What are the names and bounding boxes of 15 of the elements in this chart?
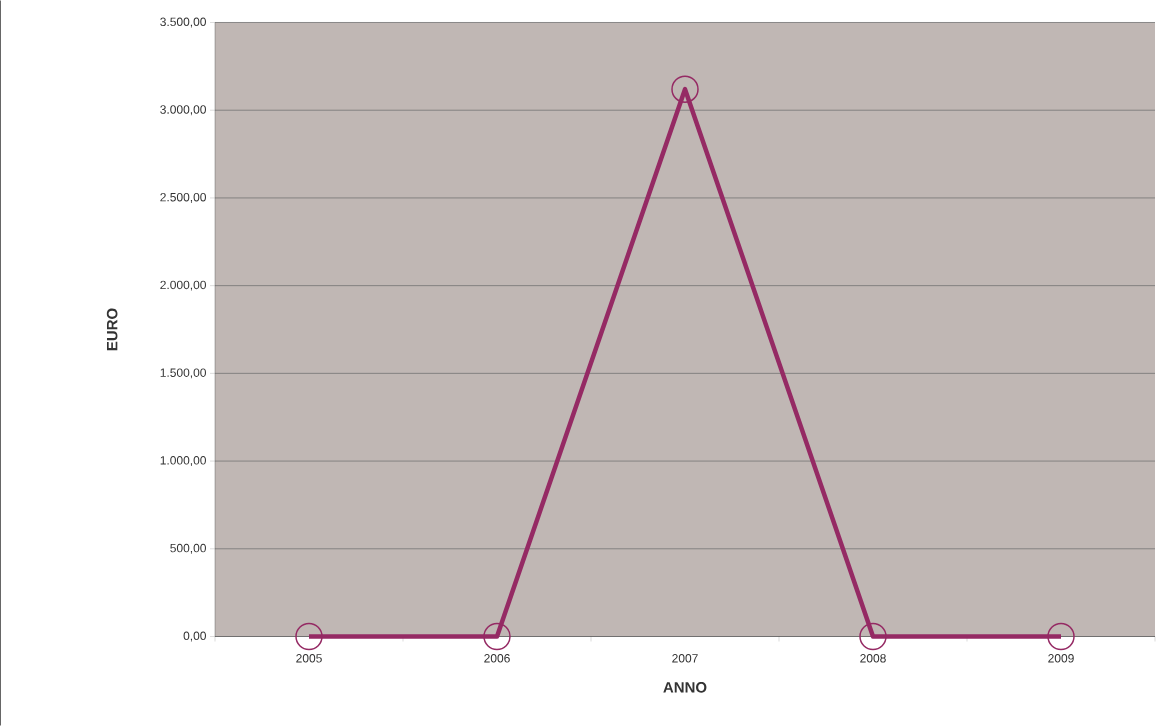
y-tick-label: 2.500,00 xyxy=(160,192,206,203)
x-tick-label: 2006 xyxy=(484,654,510,663)
y-tick-label: 1.500,00 xyxy=(160,368,206,379)
x-tick-label: 2007 xyxy=(672,654,698,663)
x-tick-label: 2009 xyxy=(1048,654,1074,663)
y-tick-label: 500,00 xyxy=(170,543,206,554)
y-tick-label: 3.500,00 xyxy=(160,17,206,28)
y-tick-label: 3.000,00 xyxy=(160,105,206,116)
x-tick-label: 2008 xyxy=(860,654,886,663)
x-tick-label: 2005 xyxy=(296,654,322,663)
x-axis-title: ANNO xyxy=(663,682,707,693)
y-axis-title: EURO xyxy=(106,308,118,351)
y-tick-label: 1.000,00 xyxy=(160,456,206,467)
y-tick-label: 2.000,00 xyxy=(160,280,206,291)
y-tick-label: 0,00 xyxy=(183,631,206,642)
